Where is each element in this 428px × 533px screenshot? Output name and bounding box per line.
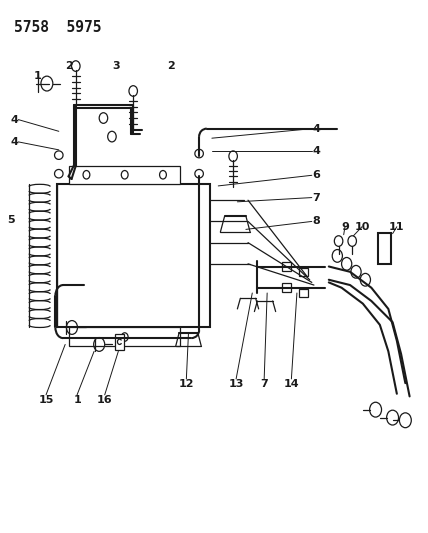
- Text: 3: 3: [113, 61, 120, 71]
- Bar: [115, 334, 124, 350]
- Bar: [299, 289, 309, 297]
- Text: 4: 4: [10, 115, 18, 125]
- Text: 14: 14: [284, 379, 299, 389]
- Bar: [69, 327, 180, 346]
- Text: 7: 7: [312, 192, 320, 203]
- Text: 1: 1: [73, 395, 81, 405]
- Bar: [56, 184, 210, 327]
- Text: 7: 7: [260, 379, 268, 389]
- Text: 4: 4: [10, 137, 18, 147]
- Bar: [282, 284, 291, 292]
- Text: 13: 13: [229, 379, 244, 389]
- Bar: [299, 268, 309, 276]
- Text: 5758  5975: 5758 5975: [14, 20, 101, 35]
- Text: 4: 4: [312, 146, 320, 156]
- Text: 16: 16: [97, 395, 113, 405]
- Text: 12: 12: [178, 379, 194, 389]
- Text: 8: 8: [312, 216, 320, 227]
- Text: 9: 9: [341, 222, 349, 232]
- Text: 11: 11: [389, 222, 404, 232]
- Text: 1: 1: [34, 70, 42, 80]
- Text: 2: 2: [65, 61, 73, 71]
- Text: 5: 5: [7, 215, 15, 225]
- Text: 6: 6: [312, 171, 320, 180]
- Text: 10: 10: [354, 222, 370, 232]
- Text: 4: 4: [312, 124, 320, 134]
- Text: 15: 15: [39, 395, 54, 405]
- Bar: [378, 233, 391, 264]
- Text: 2: 2: [168, 61, 175, 71]
- Bar: [282, 262, 291, 271]
- Bar: [69, 166, 180, 184]
